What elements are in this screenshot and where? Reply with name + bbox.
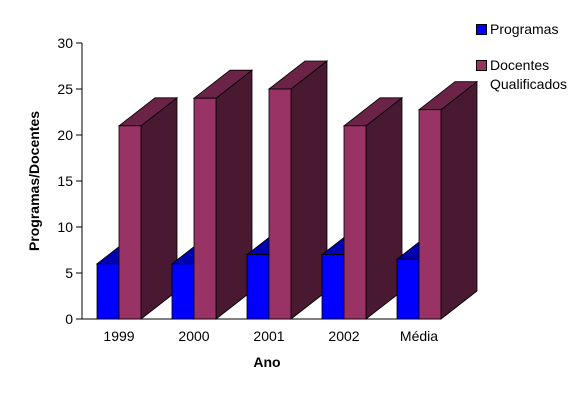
y-tick-label: 10 (57, 219, 73, 235)
bar-programas (171, 263, 195, 320)
y-tick-label: 15 (57, 173, 73, 189)
y-tick-labels: 0 5 10 15 20 25 30 (57, 35, 73, 327)
bar-docentes (418, 109, 442, 320)
legend-label-programas: Programas (490, 21, 559, 37)
x-tick-labels: 1999 2000 2001 2002 Média (103, 328, 438, 344)
bar-programas (96, 263, 120, 320)
x-axis-title: Ano (253, 354, 280, 370)
x-tick-label: 2000 (178, 328, 209, 344)
bar-docentes (343, 125, 367, 320)
x-tick-label: 2002 (328, 328, 359, 344)
y-tick-label: 20 (57, 127, 73, 143)
chart-legend: Programas Docentes Qualificados (476, 20, 586, 92)
x-tick-label: 2001 (253, 328, 284, 344)
bar-programas (396, 258, 420, 320)
y-tick-label: 0 (65, 311, 73, 327)
x-tick-label: Média (400, 328, 438, 344)
bar-side-docentes (440, 80, 478, 320)
bar-docentes (193, 97, 217, 320)
legend-item-programas: Programas (476, 20, 586, 40)
bar-programas (246, 254, 270, 320)
bar-programas (321, 254, 345, 320)
chart-bars (95, 60, 479, 320)
legend-swatch-programas (476, 24, 487, 35)
legend-label-docentes: Docentes Qualificados (490, 57, 568, 92)
y-tick-label: 5 (65, 265, 73, 281)
legend-swatch-docentes (476, 60, 487, 71)
y-tick-label: 25 (57, 81, 73, 97)
legend-item-docentes: Docentes Qualificados (476, 56, 586, 92)
y-tick-label: 30 (57, 35, 73, 51)
bar-docentes (268, 88, 292, 320)
bar-docentes (118, 125, 142, 320)
x-tick-label: 1999 (103, 328, 134, 344)
y-axis-title: Programas/Docentes (26, 111, 42, 251)
